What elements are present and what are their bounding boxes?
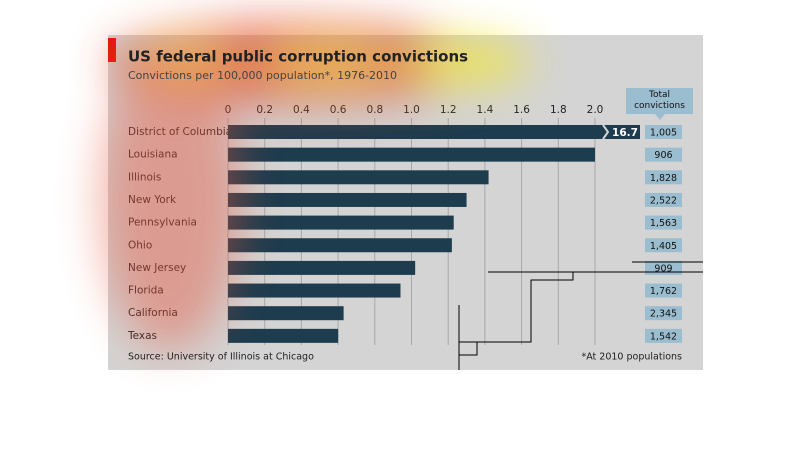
heatmap (100, 22, 530, 350)
x-tick-label: 1.0 (403, 104, 420, 116)
total-box (645, 260, 682, 275)
source: Source: University of Illinois at Chicag… (128, 352, 314, 363)
bar (228, 192, 467, 207)
totals-header-box (626, 88, 693, 114)
total-box (645, 238, 682, 253)
x-tick-label: 0.4 (293, 104, 310, 116)
total-box (645, 192, 682, 207)
bar (228, 215, 454, 230)
bar (228, 260, 416, 275)
stray-lines (458, 261, 703, 370)
total-label: 1,828 (650, 173, 677, 184)
total-label: 2,345 (650, 309, 677, 320)
total-box (645, 170, 682, 185)
total-box (645, 215, 682, 230)
total-label: 1,762 (650, 286, 677, 297)
total-label: 1,005 (650, 128, 677, 139)
bar-value-label: 16.7 (612, 127, 638, 139)
totals-header-wrap: Total convictions (634, 90, 685, 111)
x-tick-label: 0 (225, 104, 232, 116)
total-box (645, 147, 682, 162)
total-box (645, 328, 682, 343)
bar (228, 238, 452, 253)
chart-subtitle: Convictions per 100,000 population*, 197… (128, 69, 397, 82)
x-tick-label: 1.8 (550, 104, 567, 116)
bar (228, 170, 489, 185)
chart-title: US federal public corruption convictions (128, 48, 468, 66)
bar (228, 125, 640, 139)
total-label: 1,563 (650, 218, 677, 229)
totals-header: Total convictions (634, 90, 685, 111)
total-label: 1,542 (650, 331, 677, 342)
total-label: 2,522 (650, 195, 677, 206)
bar (228, 328, 339, 343)
footnote: *At 2010 populations (581, 352, 682, 363)
total-box (645, 125, 682, 139)
total-label: 1,405 (650, 241, 677, 252)
accent (108, 38, 116, 62)
x-tick-label: 0.6 (330, 104, 347, 116)
x-tick-label: 2.0 (587, 104, 604, 116)
bar (228, 147, 595, 162)
bar (228, 306, 344, 321)
bar (228, 283, 401, 298)
x-tick-label: 1.4 (477, 104, 494, 116)
totals-pointer (655, 114, 665, 120)
total-box (645, 283, 682, 298)
x-tick-label: 1.6 (513, 104, 530, 116)
bar-break (602, 124, 610, 140)
x-tick-label: 0.8 (366, 104, 383, 116)
total-label: 909 (654, 263, 672, 274)
total-label: 906 (654, 150, 672, 161)
x-tick-label: 1.2 (440, 104, 457, 116)
plot: 00.20.40.60.81.01.21.41.61.82.0District … (127, 104, 682, 345)
x-tick-label: 0.2 (256, 104, 273, 116)
total-box (645, 306, 682, 321)
